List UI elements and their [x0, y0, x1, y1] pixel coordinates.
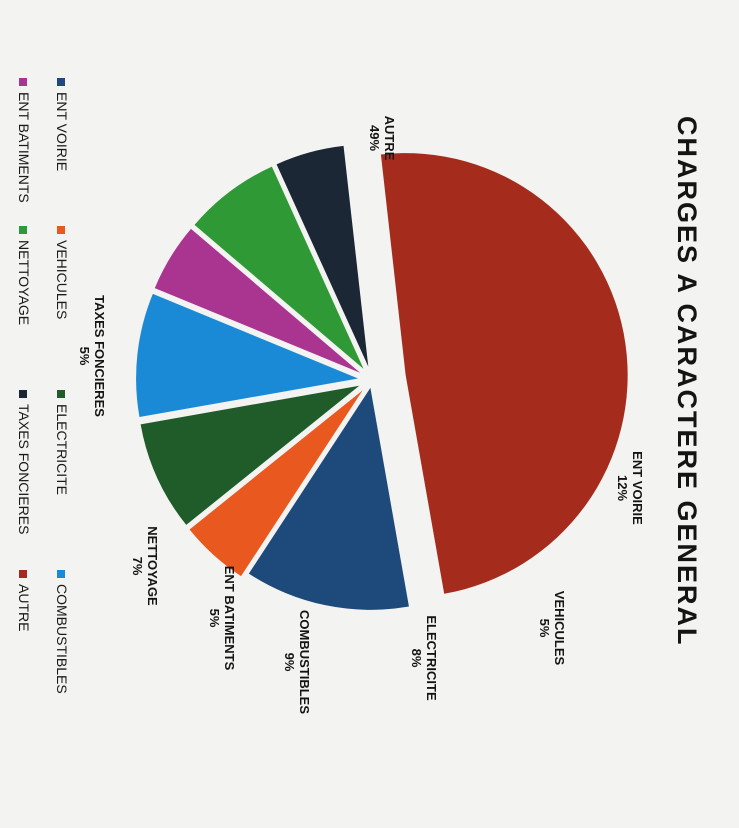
legend-swatch-electricite [57, 390, 65, 398]
legend-label-autre: AUTRE [16, 584, 32, 631]
slice-label-value: 12% [615, 475, 630, 501]
pie-slice-combustibles [136, 293, 359, 418]
legend-label-taxes-foncieres: TAXES FONCIERES [16, 404, 32, 534]
slice-label-value: 49% [367, 125, 382, 151]
legend-label-combustibles: COMBUSTIBLES [54, 584, 70, 694]
slice-label-name: ENT BATIMENTS [222, 566, 237, 671]
pie-slices [136, 145, 628, 610]
legend-swatch-combustibles [57, 570, 65, 578]
slice-label-nettoyage: NETTOYAGE7% [130, 526, 160, 606]
slice-label-vehicules: VEHICULES5% [537, 591, 567, 666]
slice-label-value: 9% [282, 653, 297, 672]
slice-label-value: 8% [409, 649, 424, 668]
legend-label-electricite: ELECTRICITE [54, 404, 70, 495]
legend-swatch-autre [19, 570, 27, 578]
slice-label-value: 7% [130, 557, 145, 576]
legend-label-ent-batiments: ENT BATIMENTS [16, 92, 32, 203]
pie-slice-autre [380, 153, 628, 594]
slice-label-ent-batiments: ENT BATIMENTS5% [207, 566, 237, 671]
slice-label-name: ENT VOIRIE [630, 451, 645, 525]
pie-slice-electricite [140, 385, 360, 525]
slice-label-ent-voirie: ENT VOIRIE12% [615, 451, 645, 525]
legend-label-ent-voirie: ENT VOIRIE [54, 92, 70, 171]
slice-label-name: TAXES FONCIERES [92, 295, 107, 417]
legend-label-vehicules: VEHICULES [54, 240, 70, 319]
legend-swatch-taxes-foncieres [19, 390, 27, 398]
slice-label-name: COMBUSTIBLES [297, 610, 312, 714]
slice-label-value: 5% [537, 619, 552, 638]
slice-label-value: 5% [207, 609, 222, 628]
chart-title: CHARGES A CARACTERE GENERAL [672, 116, 702, 647]
pie-slice-vehicules [189, 390, 363, 577]
slice-label-name: VEHICULES [552, 591, 567, 666]
legend-swatch-ent-batiments [19, 78, 27, 86]
slice-label-name: NETTOYAGE [145, 526, 160, 606]
slice-label-electricite: ELECTRICITE8% [409, 615, 439, 701]
pie-slice-taxes-foncieres [276, 145, 369, 367]
slice-label-name: ELECTRICITE [424, 615, 439, 701]
legend: ENT VOIRIE VEHICULES ELECTRICITE COMBUSTIBL… [16, 78, 70, 694]
slice-label-combustibles: COMBUSTIBLES9% [282, 610, 312, 714]
slice-label-taxes-foncieres: TAXES FONCIERES5% [77, 295, 107, 417]
slice-labels: ENT VOIRIE12%VEHICULES5%ELECTRICITE8%COM… [77, 116, 645, 715]
slice-label-name: AUTRE [382, 116, 397, 161]
pie-slice-ent-voirie [248, 387, 409, 610]
pie-slice-nettoyage [194, 166, 364, 369]
pie-slice-ent-batiments [154, 228, 361, 373]
slice-label-value: 5% [77, 347, 92, 366]
legend-swatch-vehicules [57, 226, 65, 234]
legend-label-nettoyage: NETTOYAGE [16, 240, 32, 325]
legend-swatch-nettoyage [19, 226, 27, 234]
slice-label-autre: AUTRE49% [367, 116, 397, 161]
legend-swatch-ent-voirie [57, 78, 65, 86]
